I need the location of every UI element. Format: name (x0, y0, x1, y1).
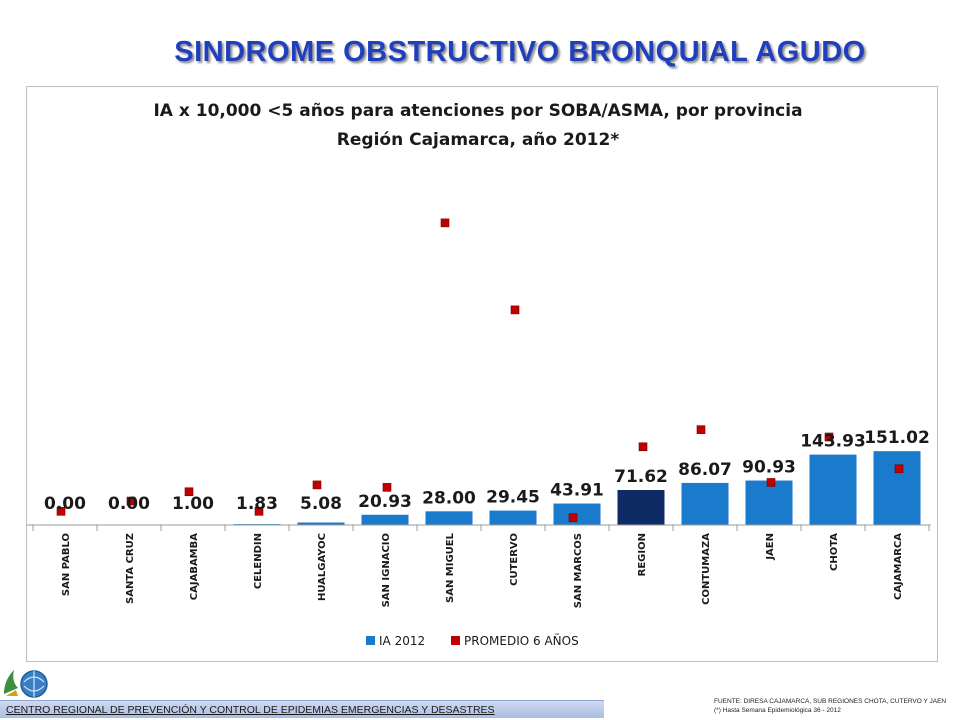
category-label-region: REGION (637, 533, 648, 576)
bar-cutervo (489, 510, 537, 525)
data-label-celendin: 1.83 (236, 494, 278, 514)
tick-group (32, 525, 930, 531)
category-label-san-marcos: SAN MARCOS (573, 533, 584, 608)
category-label-santa-cruz: SANTA CRUZ (125, 533, 136, 604)
chart-svg: IA x 10,000 <5 años para atenciones por … (27, 101, 931, 648)
footer-bar: CENTRO REGIONAL DE PREVENCIÓN Y CONTROL … (0, 700, 604, 718)
data-label-san-marcos: 43.91 (550, 481, 604, 501)
data-label-chota: 143.93 (800, 432, 866, 452)
category-label-chota: CHOTA (829, 533, 840, 571)
bar-group (169, 451, 921, 525)
marker-san-miguel (440, 218, 450, 228)
slide-title: SINDROME OBSTRUCTIVO BRONQUIAL AGUDO (174, 36, 866, 68)
chart-title: IA x 10,000 <5 años para atenciones por … (153, 101, 802, 121)
category-label-celendin: CELENDIN (253, 533, 264, 589)
marker-san-ignacio (382, 483, 392, 492)
category-label-cajabamba: CAJABAMBA (189, 533, 200, 600)
legend-label-ia: IA 2012 (379, 634, 425, 648)
marker-santa-cruz (126, 496, 136, 506)
data-label-cajabamba: 1.00 (172, 494, 214, 514)
category-label-san-pablo: SAN PABLO (61, 533, 72, 596)
marker-celendin (254, 507, 264, 516)
bar-cajamarca (873, 451, 921, 525)
data-label-region: 71.62 (614, 467, 668, 487)
category-label-san-miguel: SAN MIGUEL (445, 532, 456, 603)
category-label-san-ignacio: SAN IGNACIO (381, 533, 392, 607)
marker-san-pablo (56, 507, 66, 516)
category-label-cutervo: CUTERVO (509, 533, 520, 586)
marker-region (638, 442, 648, 452)
bar-chota (809, 454, 857, 525)
category-label-group: SAN PABLO SANTA CRUZ CAJABAMBA CELENDIN HUAL… (61, 532, 904, 608)
marker-chota (824, 432, 834, 442)
source-line-1: FUENTE: DIRESA CAJAMARCA, SUB REGIONES C… (714, 698, 947, 705)
chart-subtitle: Región Cajamarca, año 2012* (337, 130, 620, 150)
data-label-contumaza: 86.07 (678, 460, 732, 480)
marker-contumaza (696, 425, 706, 434)
marker-hualgayoc (312, 480, 322, 490)
data-label-hualgayoc: 5.08 (300, 494, 342, 514)
category-label-hualgayoc: HUALGAYOC (317, 533, 328, 601)
data-label-san-miguel: 28.00 (422, 488, 476, 508)
marker-san-marcos (568, 513, 578, 522)
legend-label-promedio: PROMEDIO 6 AÑOS (464, 633, 579, 648)
marker-cajamarca (894, 464, 904, 474)
source-note: FUENTE: DIRESA CAJAMARCA, SUB REGIONES C… (714, 697, 960, 715)
bar-contumaza (681, 482, 729, 525)
bar-region (617, 489, 665, 525)
data-label-cutervo: 29.45 (486, 488, 540, 508)
data-label-san-pablo: 0.00 (44, 494, 86, 514)
data-label-group: 0.00 0.00 1.00 1.83 5.08 20.93 28.00 29.45 43.91… (44, 428, 930, 514)
chart-frame: IA x 10,000 <5 años para atenciones por … (26, 86, 938, 662)
category-label-cajamarca: CAJAMARCA (893, 533, 904, 600)
marker-cutervo (510, 305, 520, 315)
bar-jaen (745, 480, 793, 525)
legend-swatch-promedio (451, 636, 460, 645)
logo (0, 664, 52, 700)
bar-san-miguel (425, 511, 473, 525)
data-label-cajamarca: 151.02 (864, 428, 930, 448)
marker-group (56, 218, 904, 522)
data-label-jaen: 90.93 (742, 458, 796, 478)
legend-swatch-ia (366, 636, 375, 645)
source-line-2: (*) Hasta Semana Epidemiológica 36 - 201… (714, 707, 841, 714)
legend: IA 2012 PROMEDIO 6 AÑOS (366, 633, 579, 648)
data-label-santa-cruz: 0.00 (108, 494, 150, 514)
marker-jaen (766, 478, 776, 487)
category-label-jaen: JAEN (765, 533, 776, 561)
bar-san-ignacio (361, 514, 409, 525)
data-label-san-ignacio: 20.93 (358, 492, 412, 512)
category-label-contumaza: CONTUMAZA (701, 533, 712, 605)
bar-hualgayoc (297, 522, 345, 525)
marker-cajabamba (184, 487, 194, 497)
